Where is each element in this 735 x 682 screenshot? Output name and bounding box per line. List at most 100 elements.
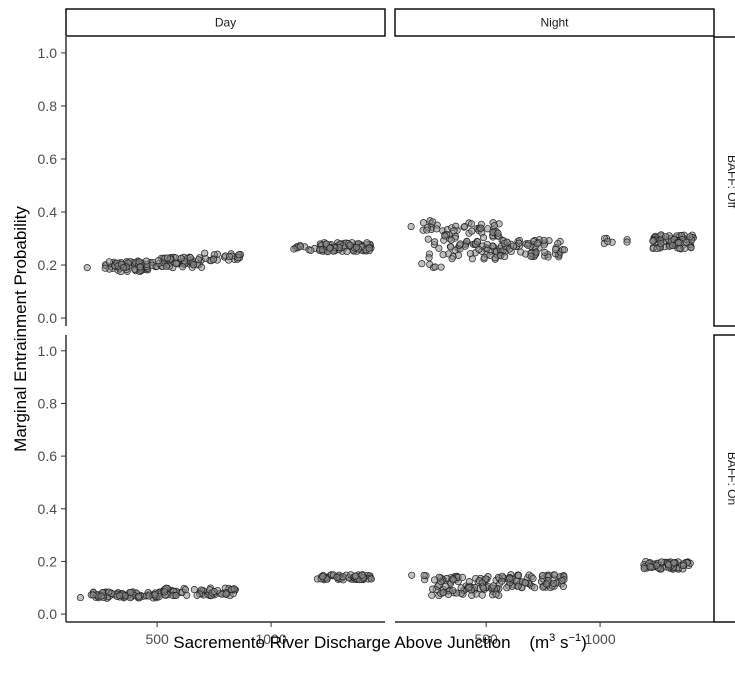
data-point — [604, 237, 612, 245]
facet-strip-night — [394, 8, 715, 37]
data-point — [105, 258, 113, 266]
data-point — [686, 233, 694, 241]
data-point — [653, 245, 661, 253]
data-point — [105, 588, 113, 596]
data-point — [559, 582, 567, 590]
data-point — [486, 251, 494, 260]
data-point — [136, 263, 144, 271]
data-point — [509, 242, 517, 250]
data-point — [550, 579, 558, 588]
data-point — [151, 591, 159, 599]
data-point — [558, 577, 566, 585]
data-point — [142, 257, 150, 265]
data-point — [423, 226, 431, 234]
data-point — [97, 592, 105, 600]
data-point — [154, 257, 162, 265]
data-point — [498, 577, 506, 585]
data-point — [459, 573, 467, 581]
data-point — [542, 580, 551, 588]
data-point — [189, 261, 198, 269]
data-point — [181, 586, 190, 594]
y-tick-label: 0.0 — [38, 310, 58, 326]
data-point — [468, 227, 476, 235]
x-tick-label: 500 — [145, 631, 169, 647]
data-point — [461, 222, 469, 231]
data-point — [494, 229, 502, 237]
data-point — [431, 263, 439, 271]
y-tick-label: 0.4 — [38, 501, 58, 517]
data-point — [687, 244, 695, 252]
data-point — [428, 591, 436, 599]
panel-day-row-1 — [83, 239, 375, 276]
data-point — [190, 586, 198, 594]
data-point — [319, 573, 327, 581]
data-point — [515, 571, 523, 579]
data-point — [441, 232, 449, 240]
data-point — [296, 243, 305, 251]
data-point — [351, 572, 360, 580]
data-point — [431, 238, 439, 246]
data-point — [430, 576, 439, 584]
data-point — [193, 591, 201, 599]
data-point — [447, 236, 455, 244]
data-point — [682, 238, 690, 246]
facet-strip-row-1 — [713, 36, 735, 327]
facet-label-row-1: BAFF: Off — [725, 155, 735, 209]
panel-night-row-1 — [407, 217, 697, 272]
panel-night-row-2 — [408, 558, 694, 600]
data-point — [503, 238, 511, 246]
data-point — [623, 238, 631, 246]
data-point — [418, 260, 426, 268]
data-point — [101, 264, 109, 272]
data-point — [367, 575, 375, 583]
y-tick-label: 0.8 — [38, 98, 58, 114]
data-point — [676, 244, 684, 252]
x-tick-label: 500 — [474, 631, 498, 647]
data-point — [531, 584, 539, 592]
data-point — [506, 574, 514, 582]
data-point — [466, 250, 474, 258]
data-point — [127, 588, 135, 596]
data-point — [540, 236, 548, 244]
y-tick-label: 0.8 — [38, 395, 58, 411]
data-point — [529, 574, 537, 583]
data-point — [343, 247, 351, 256]
data-point — [524, 241, 532, 249]
data-point — [339, 573, 347, 581]
x-tick-label: 1000 — [255, 631, 286, 647]
facet-strip-row-2 — [713, 334, 735, 623]
data-point — [657, 240, 665, 248]
data-point — [483, 240, 491, 248]
facet-label-night: Night — [540, 16, 569, 30]
data-point — [89, 591, 97, 599]
data-point — [162, 262, 170, 270]
data-point — [501, 253, 509, 261]
data-point — [179, 263, 187, 271]
data-point — [195, 256, 203, 264]
data-point — [527, 252, 535, 260]
data-point — [475, 245, 483, 253]
y-tick-label: 0.6 — [38, 448, 58, 464]
data-point — [307, 246, 315, 254]
data-point — [135, 592, 143, 600]
data-point — [457, 584, 465, 592]
data-point — [450, 227, 458, 235]
data-point — [492, 590, 500, 598]
y-tick-label: 0.2 — [38, 553, 58, 569]
data-point — [407, 223, 415, 231]
data-point — [560, 246, 568, 254]
data-point — [145, 592, 153, 600]
x-tick-label: 1000 — [584, 631, 615, 647]
y-tick-label: 0.6 — [38, 151, 58, 167]
data-point — [225, 253, 234, 261]
data-point — [119, 264, 127, 272]
data-point — [640, 565, 648, 573]
data-point — [326, 244, 334, 252]
data-point — [222, 590, 230, 598]
data-point — [420, 571, 428, 580]
data-point — [533, 240, 541, 248]
data-point — [468, 591, 476, 599]
data-point — [346, 241, 354, 249]
data-point — [479, 584, 488, 592]
facet-label-row-2: BAFF: On — [725, 452, 735, 505]
